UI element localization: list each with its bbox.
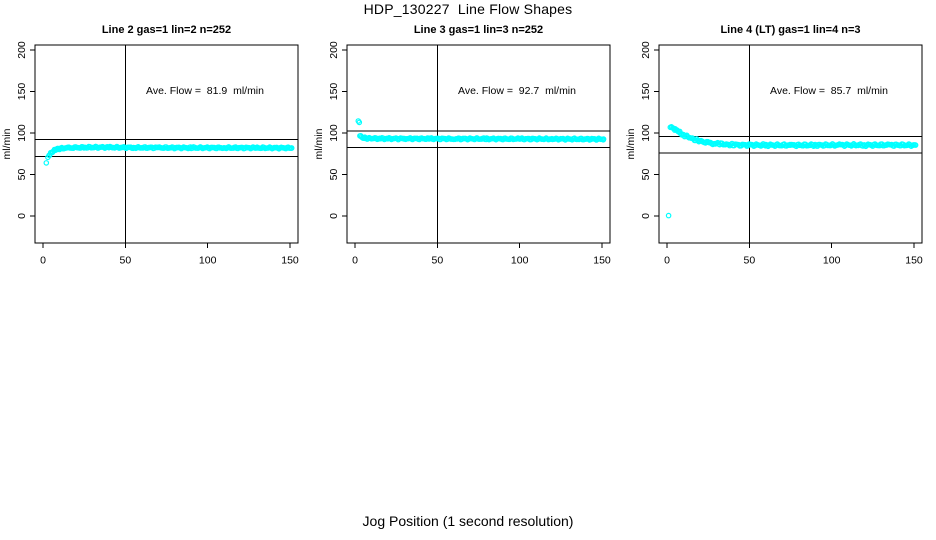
y-tick-label: 0 xyxy=(640,213,652,219)
y-axis: 0 50 100 150 200 xyxy=(328,41,347,219)
data-point xyxy=(43,160,50,166)
panel-title: Line 3 gas=1 lin=3 n=252 xyxy=(413,24,544,36)
x-tick-label: 50 xyxy=(119,255,131,267)
x-tick-label: 0 xyxy=(40,255,46,267)
x-tick-label: 100 xyxy=(199,255,217,267)
x-tick-label: 100 xyxy=(823,255,841,267)
y-tick-label: 0 xyxy=(328,213,340,219)
ave-flow-annotation: Ave. Flow = 92.7 ml/min xyxy=(458,85,576,97)
x-axis: 0 50 100 150 xyxy=(664,243,923,267)
y-axis: 0 50 100 150 200 xyxy=(16,41,35,219)
ave-flow-annotation: Ave. Flow = 85.7 ml/min xyxy=(770,85,888,97)
data-point xyxy=(665,212,672,219)
plot-border xyxy=(346,44,611,244)
data-points xyxy=(43,143,295,166)
data-point xyxy=(288,145,295,151)
y-tick-label: 100 xyxy=(328,124,340,142)
x-axis: 0 50 100 150 xyxy=(40,243,299,267)
y-tick-label: 150 xyxy=(16,83,28,101)
plot-area: 0 50 100 150 0 50 100 150 200 xyxy=(640,41,923,267)
figure-title: HDP_130227 Line Flow Shapes xyxy=(363,1,573,17)
x-tick-label: 100 xyxy=(511,255,529,267)
y-tick-label: 150 xyxy=(328,83,340,101)
data-point xyxy=(912,142,919,148)
y-tick-label: 100 xyxy=(16,124,28,142)
x-axis-title: Jog Position (1 second resolution) xyxy=(362,513,574,529)
y-tick-label: 150 xyxy=(640,83,652,101)
x-tick-label: 150 xyxy=(281,255,299,267)
data-points xyxy=(355,118,607,143)
data-point xyxy=(356,119,363,126)
ave-flow-annotation: Ave. Flow = 81.9 ml/min xyxy=(146,85,264,97)
x-tick-label: 0 xyxy=(352,255,358,267)
y-tick-label: 200 xyxy=(16,41,28,59)
plot-border xyxy=(34,44,299,244)
x-tick-label: 50 xyxy=(743,255,755,267)
y-axis: 0 50 100 150 200 xyxy=(640,41,659,219)
y-tick-label: 50 xyxy=(640,169,652,181)
y-tick-label: 50 xyxy=(328,169,340,181)
x-tick-label: 150 xyxy=(593,255,611,267)
y-tick-label: 100 xyxy=(640,124,652,142)
data-points xyxy=(665,124,919,219)
data-point xyxy=(600,136,607,142)
x-axis: 0 50 100 150 xyxy=(352,243,611,267)
plot-border xyxy=(658,44,923,244)
panel-line-2: Line 2 gas=1 lin=2 n=252 ml/min 0 50 100 15… xyxy=(0,0,312,280)
y-tick-label: 0 xyxy=(16,213,28,219)
panel-title: Line 2 gas=1 lin=2 n=252 xyxy=(101,24,232,36)
plot-area: 0 50 100 150 0 50 100 150 200 xyxy=(328,41,611,267)
plot-area: 0 50 100 150 0 50 100 150 200 xyxy=(16,41,299,267)
x-tick-label: 150 xyxy=(905,255,923,267)
panel-line-4-lt: Line 4 (LT) gas=1 lin=4 n=3 ml/min 0 50 10… xyxy=(624,0,936,280)
x-tick-label: 50 xyxy=(431,255,443,267)
y-tick-label: 50 xyxy=(16,169,28,181)
panel-line-3: Line 3 gas=1 lin=3 n=252 ml/min 0 50 100 15… xyxy=(312,0,624,280)
y-tick-label: 200 xyxy=(328,41,340,59)
panel-title: Line 4 (LT) gas=1 lin=4 n=3 xyxy=(720,24,861,36)
y-tick-label: 200 xyxy=(640,41,652,59)
x-tick-label: 0 xyxy=(664,255,670,267)
